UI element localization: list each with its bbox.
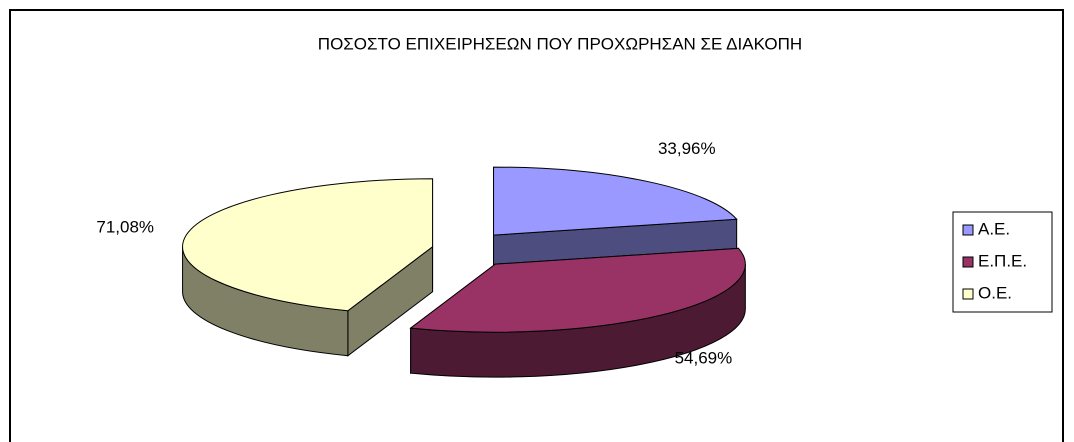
data-label: 54,69% bbox=[675, 348, 733, 367]
legend-label: Ε.Π.Ε. bbox=[978, 251, 1027, 270]
chart-title: ΠΟΣΟΣΤΟ ΕΠΙΧΕΙΡΗΣΕΩΝ ΠΟΥ ΠΡΟΧΩΡΗΣΑΝ ΣΕ Δ… bbox=[318, 34, 802, 53]
legend-swatch bbox=[962, 256, 974, 268]
data-label: 71,08% bbox=[96, 217, 154, 236]
legend-label: Α.Ε. bbox=[978, 219, 1010, 238]
legend-label: Ο.Ε. bbox=[978, 283, 1012, 302]
pie-slice bbox=[493, 166, 738, 236]
legend-swatch bbox=[962, 224, 974, 236]
data-label: 33,96% bbox=[658, 139, 716, 158]
pie-slice bbox=[182, 178, 434, 312]
legend-swatch bbox=[962, 288, 974, 300]
pie-slice bbox=[409, 247, 746, 333]
